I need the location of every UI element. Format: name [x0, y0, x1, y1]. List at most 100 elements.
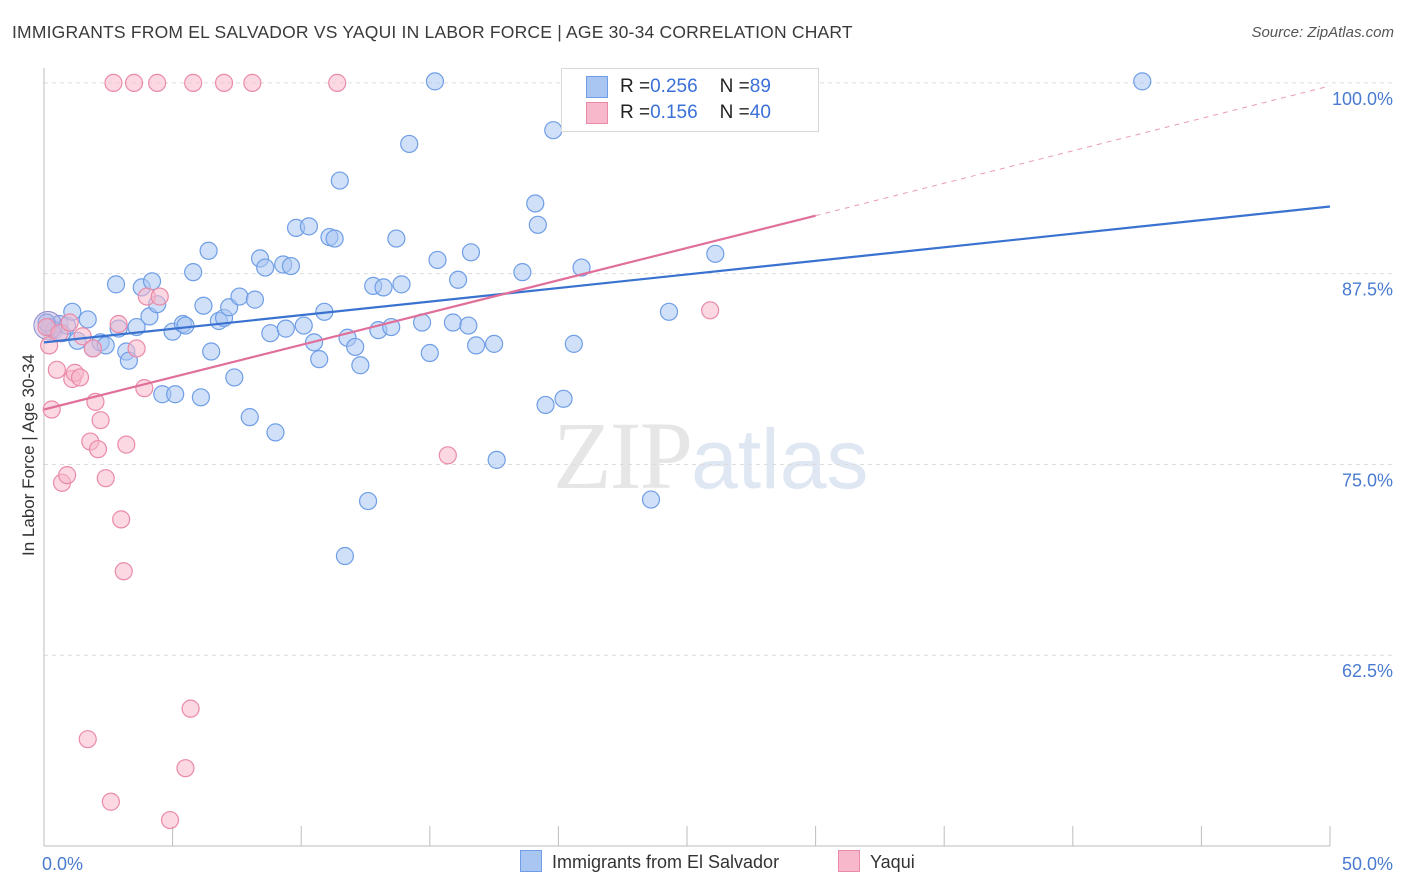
data-point: [387, 229, 406, 248]
tick-labels: 62.5% 75.0% 87.5% 100.0% 0.0% 50.0% In Labor F…: [19, 89, 1393, 874]
data-point: [256, 258, 275, 277]
data-point: [536, 395, 555, 415]
data-point: [358, 491, 378, 511]
data-point: [554, 389, 573, 408]
legend-r-value: 0.156: [650, 102, 698, 124]
legend-row-yaqui: R = 0.156 N = 40: [586, 102, 771, 126]
bottom-legend-item-yaqui: Yaqui: [838, 850, 915, 874]
data-point: [461, 243, 481, 262]
legend-r-value: 0.256: [650, 76, 698, 98]
data-point: [101, 792, 120, 811]
legend-box: R = 0.256 N = 89 R = 0.156 N = 40: [561, 68, 819, 132]
x-tick-label: 50.0%: [1342, 854, 1393, 874]
data-point: [104, 73, 123, 92]
data-point: [1133, 72, 1152, 91]
legend-n-label: N =: [719, 102, 750, 124]
data-point: [701, 301, 720, 320]
data-point: [513, 263, 532, 282]
data-point: [659, 302, 679, 321]
data-point: [243, 73, 262, 92]
data-point: [166, 385, 185, 404]
data-point: [487, 450, 506, 469]
data-point: [148, 73, 167, 92]
data-point: [42, 400, 61, 419]
data-point: [127, 339, 146, 358]
trend-lines: [43, 85, 1331, 411]
data-point: [335, 546, 355, 566]
data-point: [351, 356, 370, 375]
data-point: [374, 278, 393, 297]
legend-n-label: N =: [719, 76, 750, 98]
bottom-legend-swatch-pink: [838, 850, 860, 873]
data-point: [706, 244, 725, 263]
data-point: [184, 73, 203, 92]
data-point: [310, 350, 329, 369]
axes: [43, 68, 1331, 847]
data-point: [526, 194, 545, 213]
data-point: [191, 388, 210, 407]
data-point: [572, 258, 591, 277]
data-point: [58, 466, 77, 485]
data-point: [425, 72, 445, 91]
data-point: [214, 73, 234, 92]
data-point: [47, 360, 66, 379]
data-point: [281, 256, 301, 276]
watermark-atlas: atlas: [691, 412, 869, 506]
data-point: [88, 440, 108, 459]
data-point: [117, 435, 136, 454]
legend-r-label: R =: [620, 76, 651, 98]
data-point: [176, 316, 195, 335]
data-point: [70, 368, 90, 387]
x-tick-label: 0.0%: [42, 854, 83, 874]
data-point: [78, 310, 97, 329]
data-point: [109, 314, 128, 334]
data-point: [466, 336, 486, 355]
legend-row-el-salvador: R = 0.256 N = 89: [586, 76, 771, 100]
bottom-legend-label: Immigrants from El Salvador: [552, 852, 780, 872]
data-point: [60, 313, 79, 332]
data-point: [245, 290, 265, 309]
grid-lines: [44, 82, 1396, 656]
data-point: [83, 339, 102, 358]
data-point: [544, 121, 563, 140]
bottom-legend-label: Yaqui: [870, 852, 915, 872]
data-point: [346, 337, 365, 357]
bottom-legend-swatch-blue: [520, 850, 542, 873]
data-point: [276, 319, 295, 338]
legend-swatch-blue: [586, 76, 608, 98]
data-point: [78, 730, 97, 749]
data-point: [106, 275, 126, 294]
series-el-salvador: [33, 72, 1152, 566]
trend-line: [43, 214, 816, 411]
source-credit: Source: ZipAtlas.com: [1251, 24, 1394, 41]
data-point: [400, 134, 419, 154]
series-yaqui: [37, 73, 720, 830]
data-point: [448, 270, 468, 289]
data-point: [261, 324, 280, 343]
data-point: [240, 408, 259, 427]
data-point: [96, 469, 115, 488]
data-point: [124, 73, 144, 92]
data-point: [641, 490, 661, 509]
data-point: [194, 296, 213, 315]
data-point: [199, 241, 218, 260]
legend-swatch-pink: [586, 102, 608, 124]
legend-n-value: 40: [749, 102, 771, 124]
data-point: [328, 73, 347, 92]
trend-line-extension: [815, 85, 1331, 217]
y-tick-label: 100.0%: [1332, 89, 1393, 109]
legend-r-label: R =: [620, 102, 651, 124]
data-point: [438, 446, 457, 465]
data-point: [266, 423, 285, 442]
legend-n-value: 89: [749, 76, 771, 98]
data-point: [181, 699, 200, 718]
data-point: [459, 316, 478, 335]
data-point: [112, 510, 131, 529]
y-tick-label: 62.5%: [1342, 661, 1393, 681]
data-point: [150, 287, 169, 306]
data-point: [330, 171, 349, 190]
data-point: [420, 343, 439, 363]
data-point: [176, 759, 195, 778]
data-point: [325, 229, 344, 248]
